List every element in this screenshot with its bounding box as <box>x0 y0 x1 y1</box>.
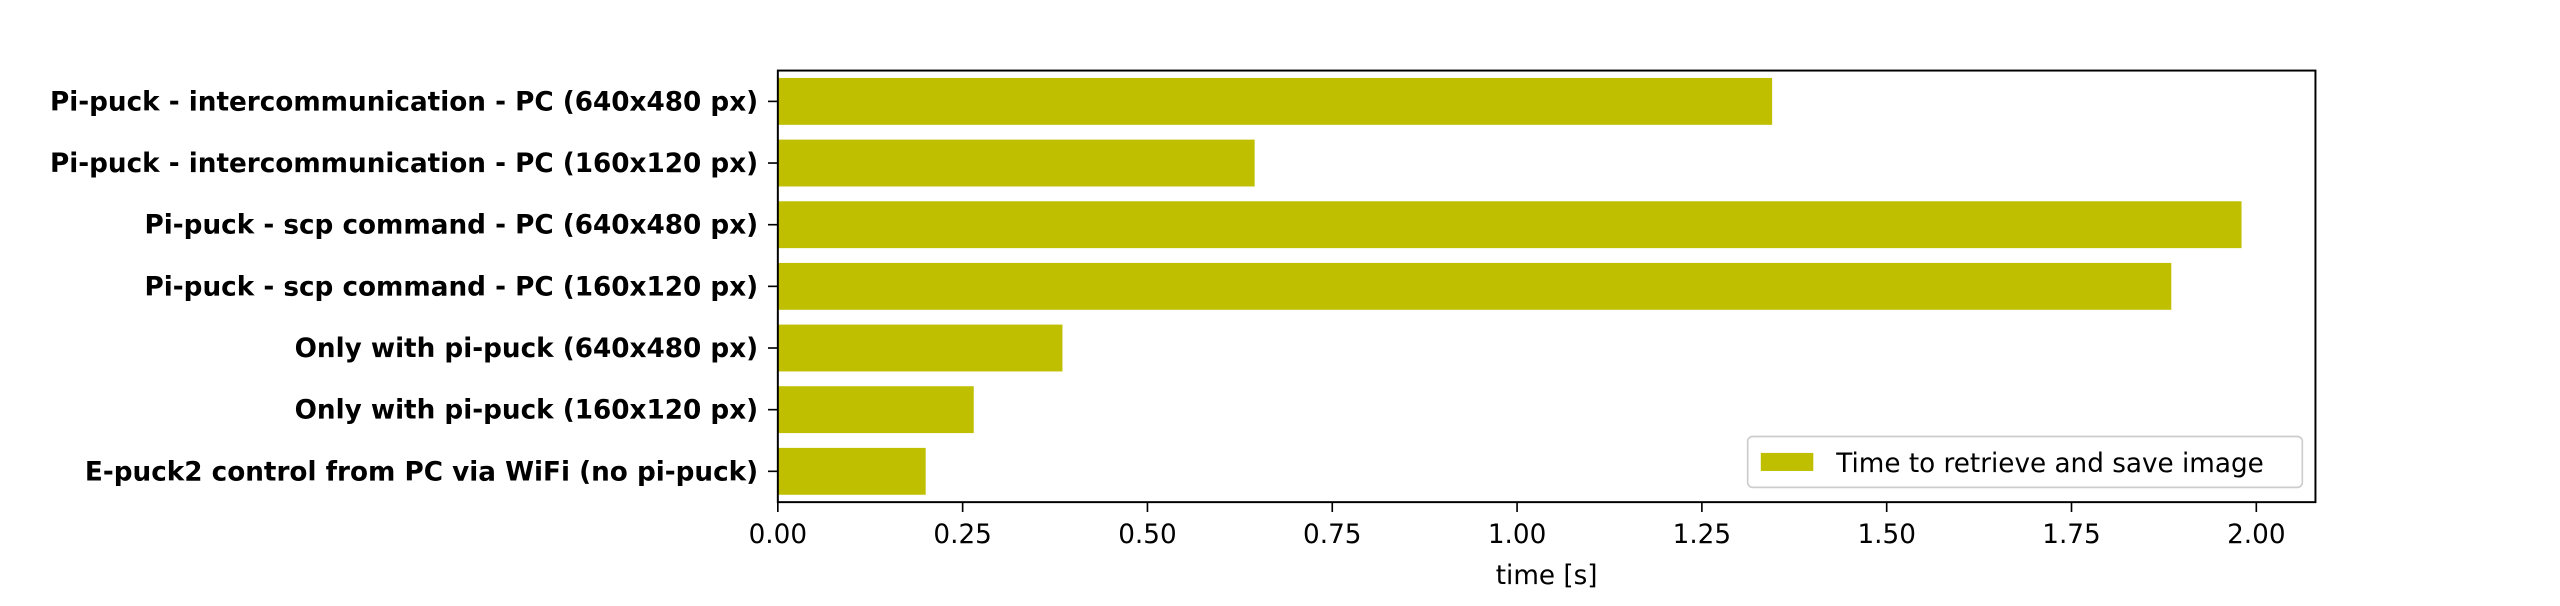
category-label: Only with pi-puck (160x120 px) <box>295 396 759 426</box>
x-tick-label: 1.50 <box>1857 520 1915 550</box>
x-tick-label: 0.50 <box>1118 520 1176 550</box>
category-label: Pi-puck - scp command - PC (160x120 px) <box>145 272 759 302</box>
legend-box <box>1746 435 2304 489</box>
x-tick-label: 1.00 <box>1488 520 1546 550</box>
x-tick-label: 2.00 <box>2227 520 2285 550</box>
x-tick-label: 0.25 <box>933 520 991 550</box>
plot-frame <box>776 69 2317 504</box>
bar <box>777 262 2172 310</box>
category-label: E-puck2 control from PC via WiFi (no pi-… <box>85 457 758 487</box>
x-axis-ticks: 0.00 0.25 0.50 0.75 1.00 1.25 1.50 1.75 2.00 <box>749 502 2286 550</box>
category-label: Pi-puck - intercommunication - PC (640x4… <box>50 87 758 117</box>
x-tick-label: 0.75 <box>1303 520 1361 550</box>
x-axis-title: time [s] <box>1496 561 1598 591</box>
x-tick-label: 1.75 <box>2042 520 2100 550</box>
bars-group <box>777 77 2242 495</box>
category-label: Pi-puck - intercommunication - PC (160x1… <box>50 149 758 179</box>
x-tick-label: 0.00 <box>749 520 807 550</box>
legend-label: Time to retrieve and save image <box>1835 449 2264 479</box>
legend-swatch <box>1760 452 1814 471</box>
category-labels: Pi-puck - intercommunication - PC (640x4… <box>50 87 778 487</box>
bar <box>777 447 926 495</box>
bar <box>777 139 1255 187</box>
legend: Time to retrieve and save image <box>1746 435 2304 489</box>
bar <box>777 201 2242 249</box>
bar <box>777 77 1773 125</box>
x-tick-label: 1.25 <box>1673 520 1731 550</box>
bar <box>777 324 1063 372</box>
category-label: Only with pi-puck (640x480 px) <box>295 334 759 364</box>
bar <box>777 386 974 434</box>
category-label: Pi-puck - scp command - PC (640x480 px) <box>145 211 759 241</box>
